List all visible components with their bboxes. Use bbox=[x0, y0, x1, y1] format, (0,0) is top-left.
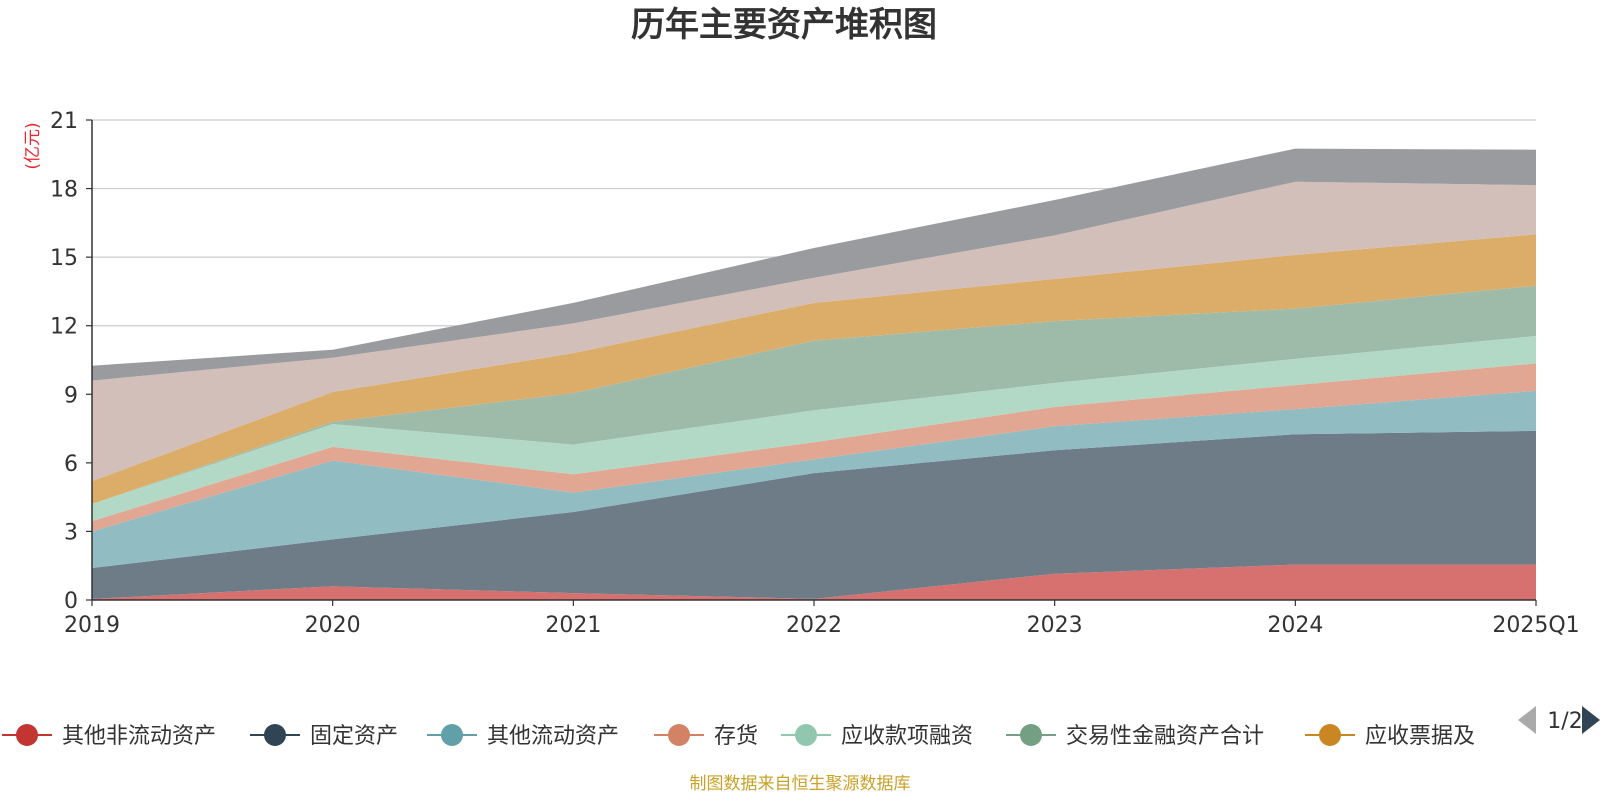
legend-label: 交易性金融资产合计 bbox=[1066, 724, 1264, 749]
y-tick-label: 0 bbox=[64, 589, 78, 614]
legend-item[interactable]: 固定资产 bbox=[250, 724, 398, 749]
x-tick-label: 2024 bbox=[1267, 613, 1323, 638]
x-tick-label: 2025Q1 bbox=[1492, 613, 1579, 638]
x-tick-label: 2020 bbox=[305, 613, 361, 638]
y-tick-label: 3 bbox=[64, 520, 78, 545]
area-固定资产[interactable] bbox=[92, 430, 1536, 599]
legend-label: 固定资产 bbox=[310, 724, 398, 749]
y-tick-label: 21 bbox=[50, 109, 78, 134]
area-应收款项融资[interactable] bbox=[92, 336, 1536, 522]
legend-item[interactable]: 其他流动资产 bbox=[427, 724, 619, 749]
legend-item[interactable]: 应收票据及 bbox=[1305, 724, 1475, 749]
legend-item[interactable]: 其他非流动资产 bbox=[2, 724, 216, 749]
legend-label: 其他非流动资产 bbox=[62, 724, 216, 749]
area-存货[interactable] bbox=[92, 363, 1536, 532]
area-交易性金融资产合计[interactable] bbox=[92, 285, 1536, 504]
x-tick-label: 2022 bbox=[786, 613, 842, 638]
legend-marker bbox=[264, 724, 286, 746]
area-series bbox=[92, 148, 1536, 600]
pager-prev-icon[interactable] bbox=[1518, 706, 1536, 734]
legend-label: 应收票据及 bbox=[1365, 724, 1475, 749]
legend-item[interactable]: 交易性金融资产合计 bbox=[1006, 724, 1264, 749]
x-tick-label: 2019 bbox=[64, 613, 120, 638]
y-tick-label: 15 bbox=[50, 246, 78, 271]
area-应收票据及[interactable] bbox=[92, 234, 1536, 505]
area-合同资产[interactable] bbox=[92, 181, 1536, 482]
area-其他流动资产[interactable] bbox=[92, 390, 1536, 568]
legend-label: 应收款项融资 bbox=[841, 724, 973, 749]
pager-next-icon[interactable] bbox=[1582, 706, 1600, 734]
x-tick-label: 2023 bbox=[1027, 613, 1083, 638]
data-source-note: 制图数据来自恒生聚源数据库 bbox=[690, 774, 911, 794]
legend-pager: 1/2 bbox=[1518, 706, 1600, 734]
legend-item[interactable]: 应收款项融资 bbox=[781, 724, 973, 749]
legend-marker bbox=[668, 724, 690, 746]
y-tick-label: 9 bbox=[64, 383, 78, 408]
legend-marker bbox=[16, 724, 38, 746]
legend-label: 其他流动资产 bbox=[487, 724, 619, 749]
y-tick-label: 12 bbox=[50, 315, 78, 340]
legend: 其他非流动资产 固定资产 其他流动资产 存货 应收款项融资 交易性金融资产合计 应收票据及 bbox=[2, 724, 1475, 749]
legend-marker bbox=[1020, 724, 1042, 746]
axes: 0 3 6 9 12 15 18 21 2019 2020 2021 2022 2023 2024 2025… bbox=[50, 109, 1580, 638]
legend-label: 存货 bbox=[714, 724, 758, 749]
pager-text: 1/2 bbox=[1547, 709, 1582, 734]
legend-marker bbox=[1319, 724, 1341, 746]
x-tick-label: 2021 bbox=[545, 613, 601, 638]
y-tick-label: 18 bbox=[50, 178, 78, 203]
legend-marker bbox=[795, 724, 817, 746]
area-其他非流动资产[interactable] bbox=[92, 564, 1536, 600]
y-axis-unit: (亿元) bbox=[23, 122, 43, 169]
area-其他[interactable] bbox=[92, 148, 1536, 381]
legend-marker bbox=[441, 724, 463, 746]
y-tick-label: 6 bbox=[64, 452, 78, 477]
legend-item[interactable]: 存货 bbox=[654, 724, 758, 749]
chart-title: 历年主要资产堆积图 bbox=[631, 5, 937, 45]
